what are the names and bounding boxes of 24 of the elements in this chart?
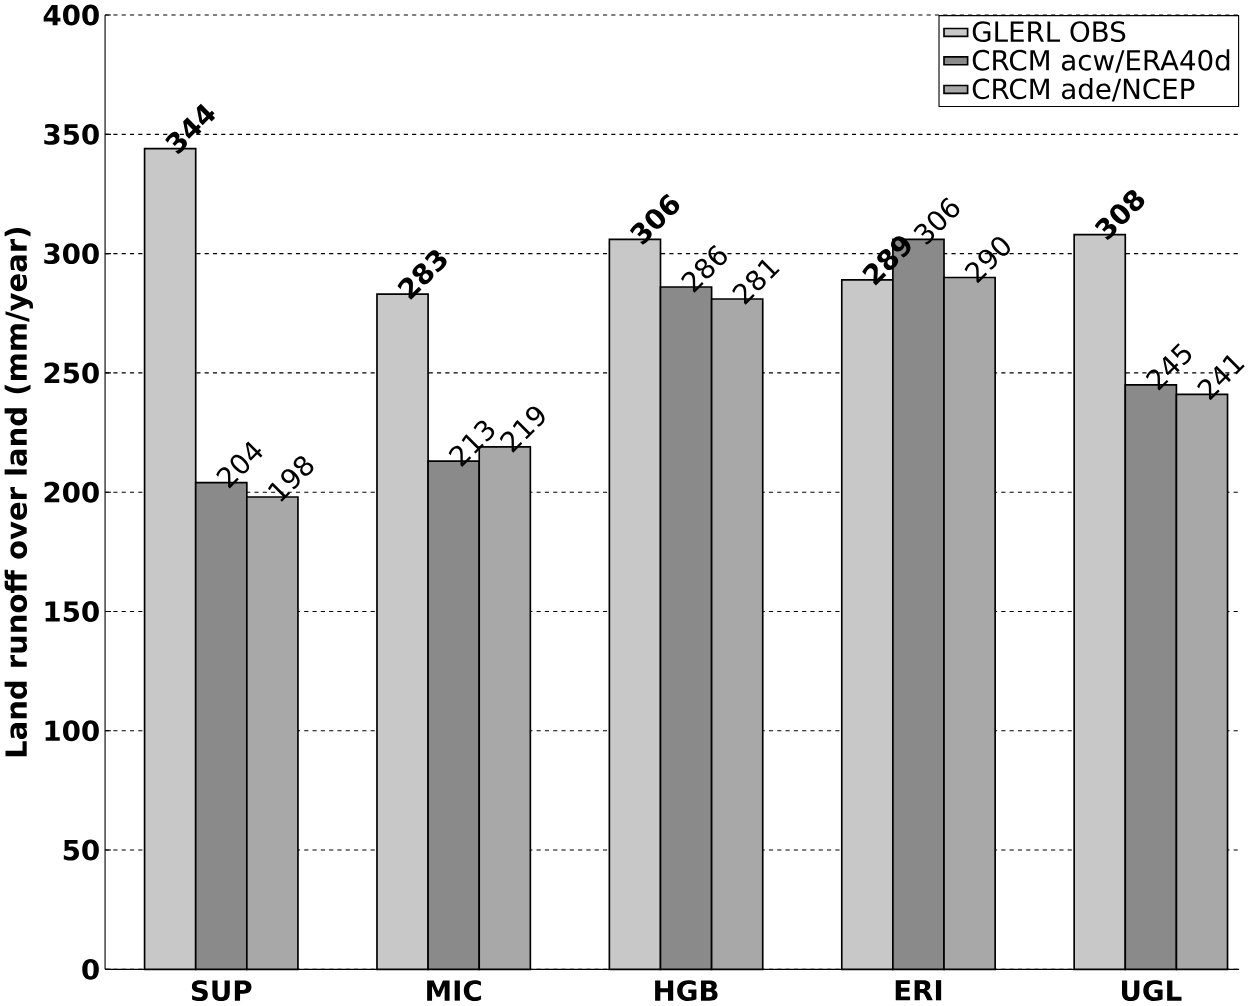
y-tick-label: 150: [45, 601, 99, 623]
y-tick-label: 200: [44, 481, 99, 503]
y-axis-title: Land runoff over land (mm/year): [4, 228, 33, 757]
legend-label: CRCM ade/NCEP: [972, 78, 1195, 102]
y-tick-label: 350: [44, 124, 99, 145]
x-tick-label: HGB: [655, 980, 718, 1002]
data-label: 241: [1197, 355, 1245, 401]
x-tick-label: SUP: [191, 980, 252, 1002]
data-label: 219: [499, 406, 545, 453]
data-label: 281: [732, 259, 780, 305]
data-label: 213: [448, 420, 495, 468]
x-tick-label: UGL: [1121, 980, 1182, 1002]
data-label: 290: [964, 237, 1010, 284]
legend-label: GLERL OBS: [972, 21, 1126, 43]
y-tick-label: 300: [44, 243, 99, 265]
y-tick-label: 0: [82, 959, 99, 980]
y-tick-label: 400: [43, 4, 99, 26]
x-tick-label: MIC: [427, 980, 481, 1002]
y-tick-label: 50: [63, 839, 99, 861]
x-tick-label: ERI: [895, 980, 942, 1001]
data-label: 198: [268, 456, 314, 502]
y-tick-label: 100: [45, 720, 99, 742]
y-tick-label: 250: [44, 362, 99, 384]
legend-label: CRCM acw/ERA40d: [972, 49, 1230, 74]
